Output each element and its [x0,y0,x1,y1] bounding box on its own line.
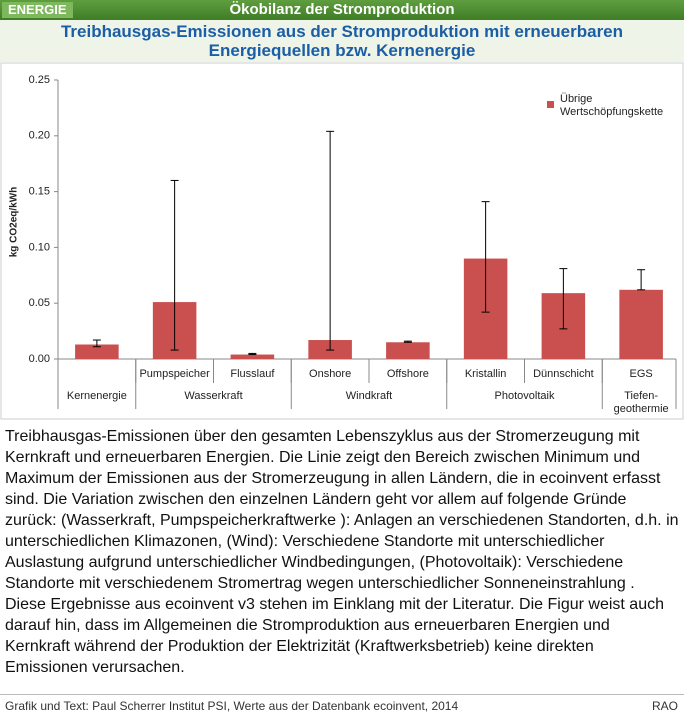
legend-swatch [547,101,554,108]
x-tick-label: Offshore [386,368,429,380]
x-tick-label: Onshore [309,368,352,380]
y-tick-label: 0.00 [29,353,50,365]
source: Grafik und Text: Paul Scherrer Institut … [5,699,459,713]
group-label: Kernenergie [66,390,127,402]
top-bar: Ökobilanz der Stromproduktion ENERGIE [0,0,684,20]
y-tick-label: 0.25 [29,74,50,86]
x-tick-label: Pumpspeicher [139,368,210,380]
group-label: Tiefen- geothermie [613,390,669,415]
y-tick-label: 0.10 [29,241,50,253]
chart-svg: kg CO2eq/kWh 0.00 0.05 0.10 0.15 0.20 0.25 [0,62,684,420]
y-tick-label: 0.15 [29,186,50,198]
legend-label: Übrige Wertschöpfungskette [560,93,664,118]
x-tick-label: Flusslauf [230,368,275,380]
bar [230,354,275,359]
chart-title: Treibhausgas-Emissionen aus der Strompro… [0,20,684,62]
description: Treibhausgas-Emissionen über den gesamte… [5,428,679,676]
y-tick-label: 0.20 [29,130,50,142]
bar [619,289,663,359]
x-tick-label: Kristallin [464,368,507,380]
x-tick-label: Dünnschicht [533,368,594,380]
tag: ENERGIE [2,2,73,18]
footer: Grafik und Text: Paul Scherrer Institut … [0,694,684,719]
chart: kg CO2eq/kWh 0.00 0.05 0.10 0.15 0.20 0.25 Pu… [0,62,684,422]
group-label: Windkraft [345,390,393,402]
x-tick-label: EGS [629,368,653,380]
bar [75,344,119,359]
bar [386,342,430,359]
group-label: Photovoltaik [494,390,555,402]
group-label: Wasserkraft [184,390,243,402]
frame [0,62,684,420]
section-title: Ökobilanz der Stromproduktion [229,1,455,18]
y-tick-label: 0.05 [29,297,50,309]
y-axis-label: kg CO2eq/kWh [9,187,20,258]
code: RAO [651,699,678,713]
